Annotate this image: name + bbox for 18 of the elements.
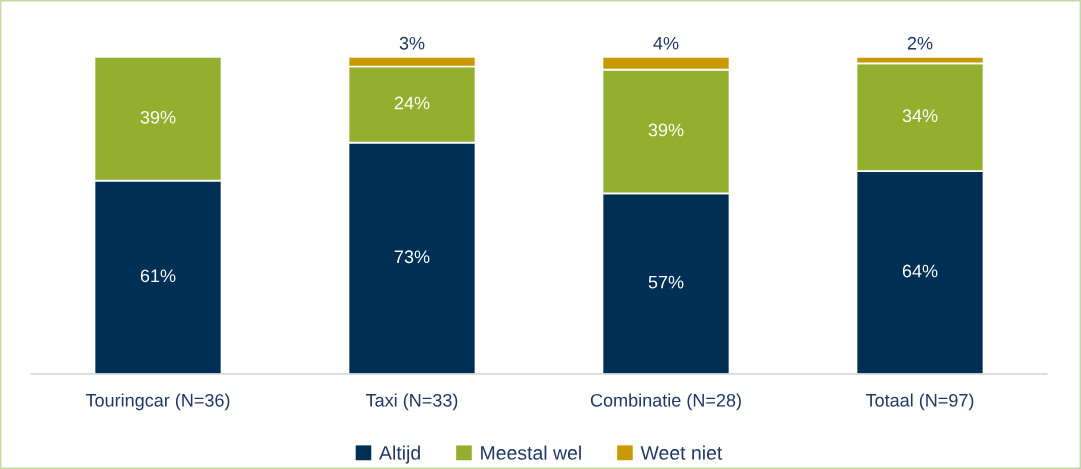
- data-label: 39%: [140, 110, 176, 124]
- data-label: 57%: [648, 275, 684, 289]
- data-label: 4%: [653, 36, 679, 50]
- legend-label: Altijd: [379, 445, 420, 464]
- data-label: 73%: [394, 250, 430, 264]
- x-tick-label: Taxi (N=33): [366, 393, 458, 411]
- data-label: 34%: [902, 109, 938, 123]
- x-tick-label: Totaal (N=97): [865, 393, 974, 411]
- data-label: 64%: [902, 264, 938, 278]
- data-label: 39%: [648, 123, 684, 137]
- x-tick-label: Combinatie (N=28): [590, 393, 741, 411]
- x-tick-label: Touringcar (N=36): [85, 393, 230, 411]
- legend-label: Meestal wel: [481, 445, 581, 460]
- data-label: 3%: [399, 36, 425, 50]
- data-label: 2%: [907, 36, 933, 50]
- data-label: 24%: [394, 96, 430, 110]
- data-label: 61%: [140, 269, 176, 283]
- legend-label: Weet niet: [640, 445, 723, 460]
